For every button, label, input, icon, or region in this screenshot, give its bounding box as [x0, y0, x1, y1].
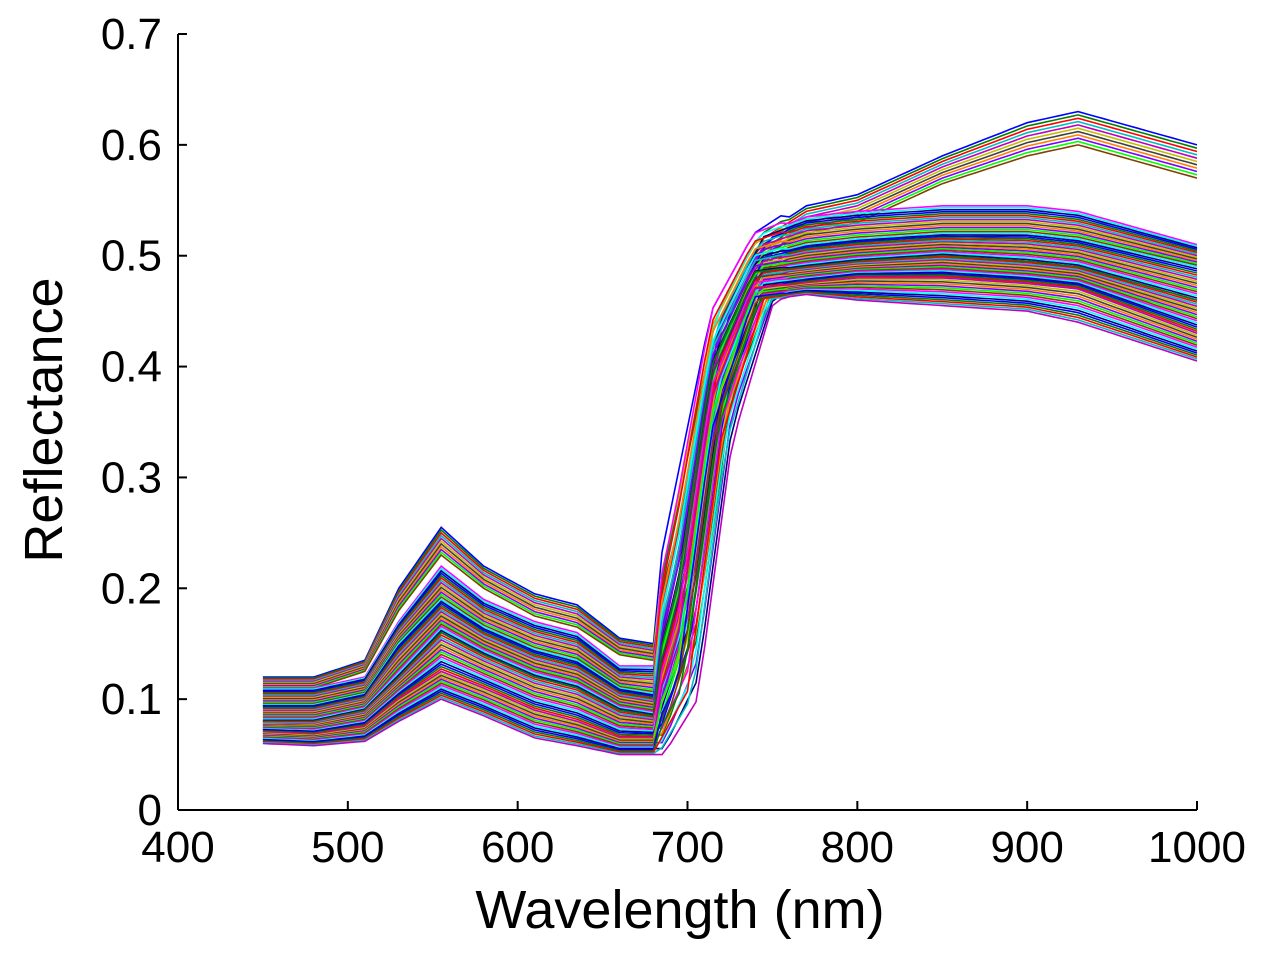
x-tick-label: 1000	[1148, 823, 1246, 872]
y-tick-label: 0	[138, 786, 162, 835]
ticks: 400 500 600 700 800 900 1000 0 0.1 0.2 0.3 0.4 0.5 0.…	[101, 10, 1246, 872]
spectrum-line	[262, 256, 1198, 723]
spectral-curves	[262, 110, 1198, 756]
spectrum-line	[262, 286, 1198, 746]
y-tick-label: 0.7	[101, 10, 162, 59]
spectrum-line	[262, 280, 1198, 742]
spectrum-line	[262, 263, 1198, 728]
spectrum-line	[262, 205, 1198, 689]
spectrum-line	[262, 284, 1198, 745]
y-tick-label: 0.5	[101, 232, 162, 281]
x-axis-label: Wavelength (nm)	[475, 880, 884, 940]
spectrum-line	[262, 270, 1198, 732]
spectrum-line	[262, 288, 1198, 748]
spectrum-line	[262, 288, 1198, 749]
spectrum-line	[262, 214, 1198, 695]
spectrum-line	[262, 268, 1198, 731]
x-tick-label: 400	[141, 823, 214, 872]
spectrum-line	[262, 127, 1198, 684]
spectrum-line	[262, 265, 1198, 729]
spectrum-line	[262, 261, 1198, 727]
spectrum-line	[262, 277, 1198, 739]
spectrum-line	[262, 290, 1198, 751]
y-tick-label: 0.4	[101, 343, 162, 392]
spectrum-line	[262, 281, 1198, 743]
spectrum-line	[262, 293, 1198, 756]
x-tick-label: 600	[481, 823, 554, 872]
y-axis-label: Reflectance	[14, 277, 74, 562]
x-tick-label: 800	[821, 823, 894, 872]
x-tick-label: 700	[651, 823, 724, 872]
spectrum-line	[262, 224, 1198, 701]
y-tick-label: 0.2	[101, 564, 162, 613]
y-tick-label: 0.6	[101, 121, 162, 170]
spectrum-line	[262, 232, 1198, 706]
spectrum-line	[262, 292, 1198, 753]
spectrum-line	[262, 289, 1198, 750]
spectrum-line	[262, 291, 1198, 752]
spectrum-line	[262, 239, 1198, 711]
y-tick-label: 0.1	[101, 675, 162, 724]
spectrum-line	[262, 246, 1198, 716]
spectrum-line	[262, 117, 1198, 680]
spectrum-line	[262, 278, 1198, 740]
x-tick-label: 500	[311, 823, 384, 872]
y-tick-label: 0.3	[101, 453, 162, 502]
spectrum-line	[262, 254, 1198, 723]
spectrum-line	[262, 283, 1198, 744]
spectrum-line	[262, 292, 1198, 755]
x-tick-label: 900	[990, 823, 1063, 872]
spectrum-line	[262, 247, 1198, 717]
